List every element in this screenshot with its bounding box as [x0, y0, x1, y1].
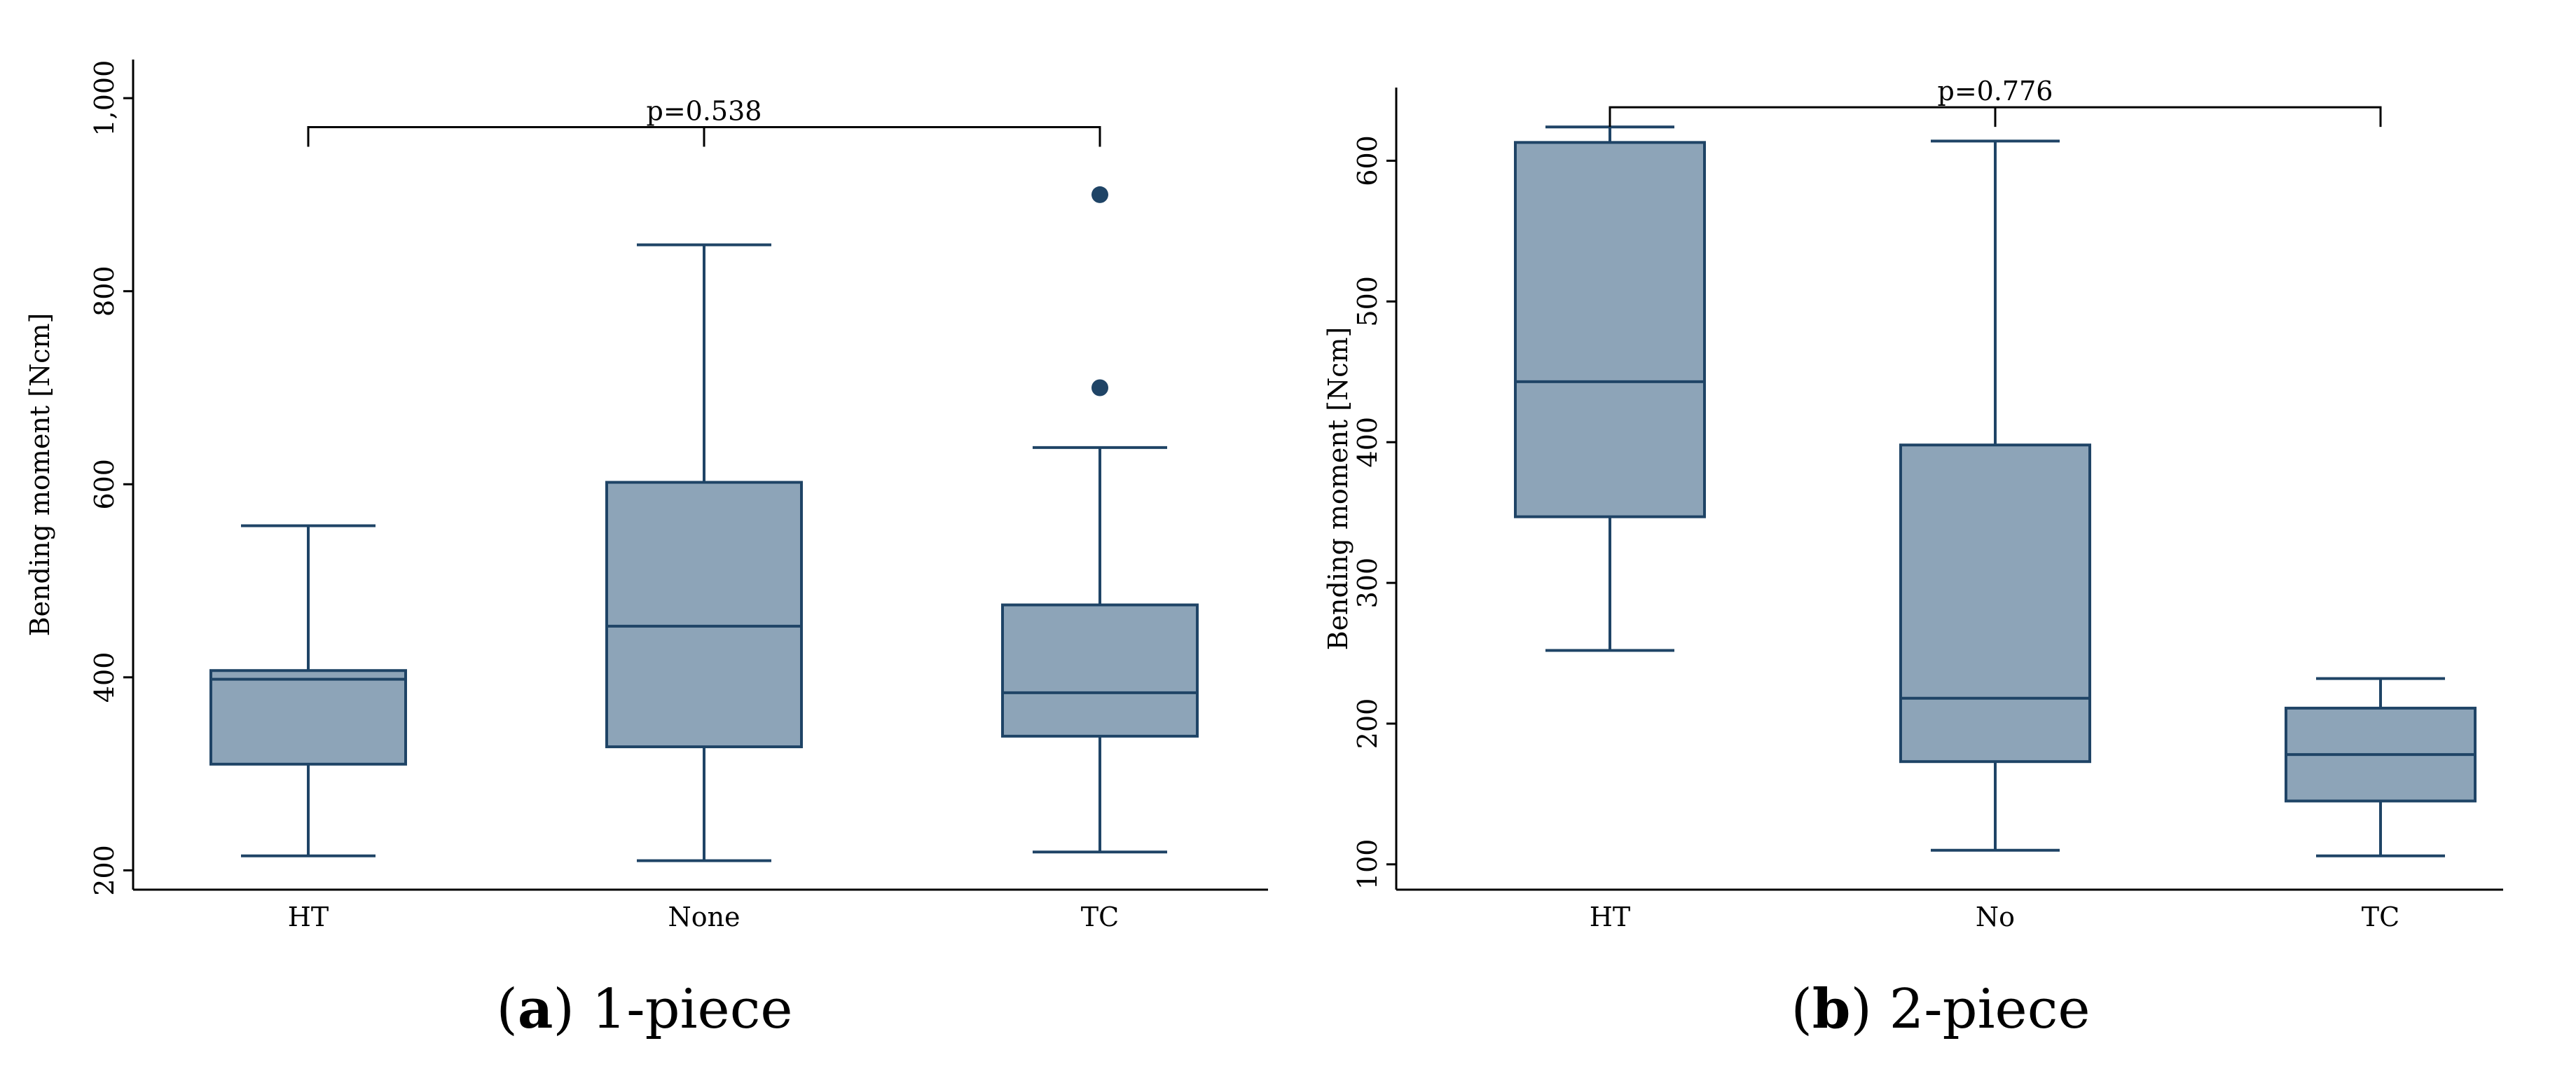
x-tick-label: HT	[288, 902, 329, 932]
caption-letter: a	[517, 977, 553, 1041]
x-tick-label: HT	[1590, 902, 1630, 932]
caption-panel-a: (a) 1-piece	[496, 977, 793, 1041]
caption-text: 2-piece	[1889, 978, 2091, 1041]
caption-letter: b	[1812, 977, 1851, 1041]
y-tick-label: 400	[89, 652, 120, 703]
box-ht	[1514, 141, 1706, 518]
y-tick-label: 200	[89, 845, 120, 896]
significance-bracket	[307, 125, 1101, 147]
y-tick-label: 800	[89, 265, 120, 317]
y-tick-label: 500	[1352, 276, 1383, 327]
chart-panel-b: 100 200 300 400 500 600 Bending moment [Ncm] HT…	[1323, 76, 2503, 932]
outlier-point	[1091, 379, 1108, 396]
box-tc	[1001, 603, 1199, 738]
p-value-label: p=0.776	[1938, 76, 2053, 106]
x-tick-label: No	[1976, 902, 2015, 932]
x-tick-label: TC	[2362, 902, 2399, 932]
box-no	[1899, 443, 2091, 764]
chart-panel-a: 200 400 600 800 1,000 Bending moment [Ncm] HT N…	[25, 60, 1268, 932]
outlier-point	[1091, 186, 1108, 203]
p-value-label: p=0.538	[647, 95, 762, 126]
caption-text: 1-piece	[591, 978, 793, 1041]
y-tick-label: 100	[1352, 839, 1383, 890]
y-tick-label: 400	[1352, 417, 1383, 468]
x-tick-label: TC	[1081, 902, 1119, 932]
y-axis-label: Bending moment [Ncm]	[1323, 327, 1354, 651]
y-tick-label: 200	[1352, 698, 1383, 750]
caption-panel-b: (b) 2-piece	[1791, 977, 2091, 1041]
x-tick-label: None	[668, 902, 740, 932]
y-tick-label: 600	[1352, 135, 1383, 186]
box-ht	[209, 669, 407, 766]
y-axis-label: Bending moment [Ncm]	[25, 313, 55, 637]
y-tick-label: 1,000	[89, 60, 120, 137]
box-none	[605, 481, 803, 749]
y-tick-label: 300	[1352, 558, 1383, 609]
y-tick-label: 600	[89, 459, 120, 510]
